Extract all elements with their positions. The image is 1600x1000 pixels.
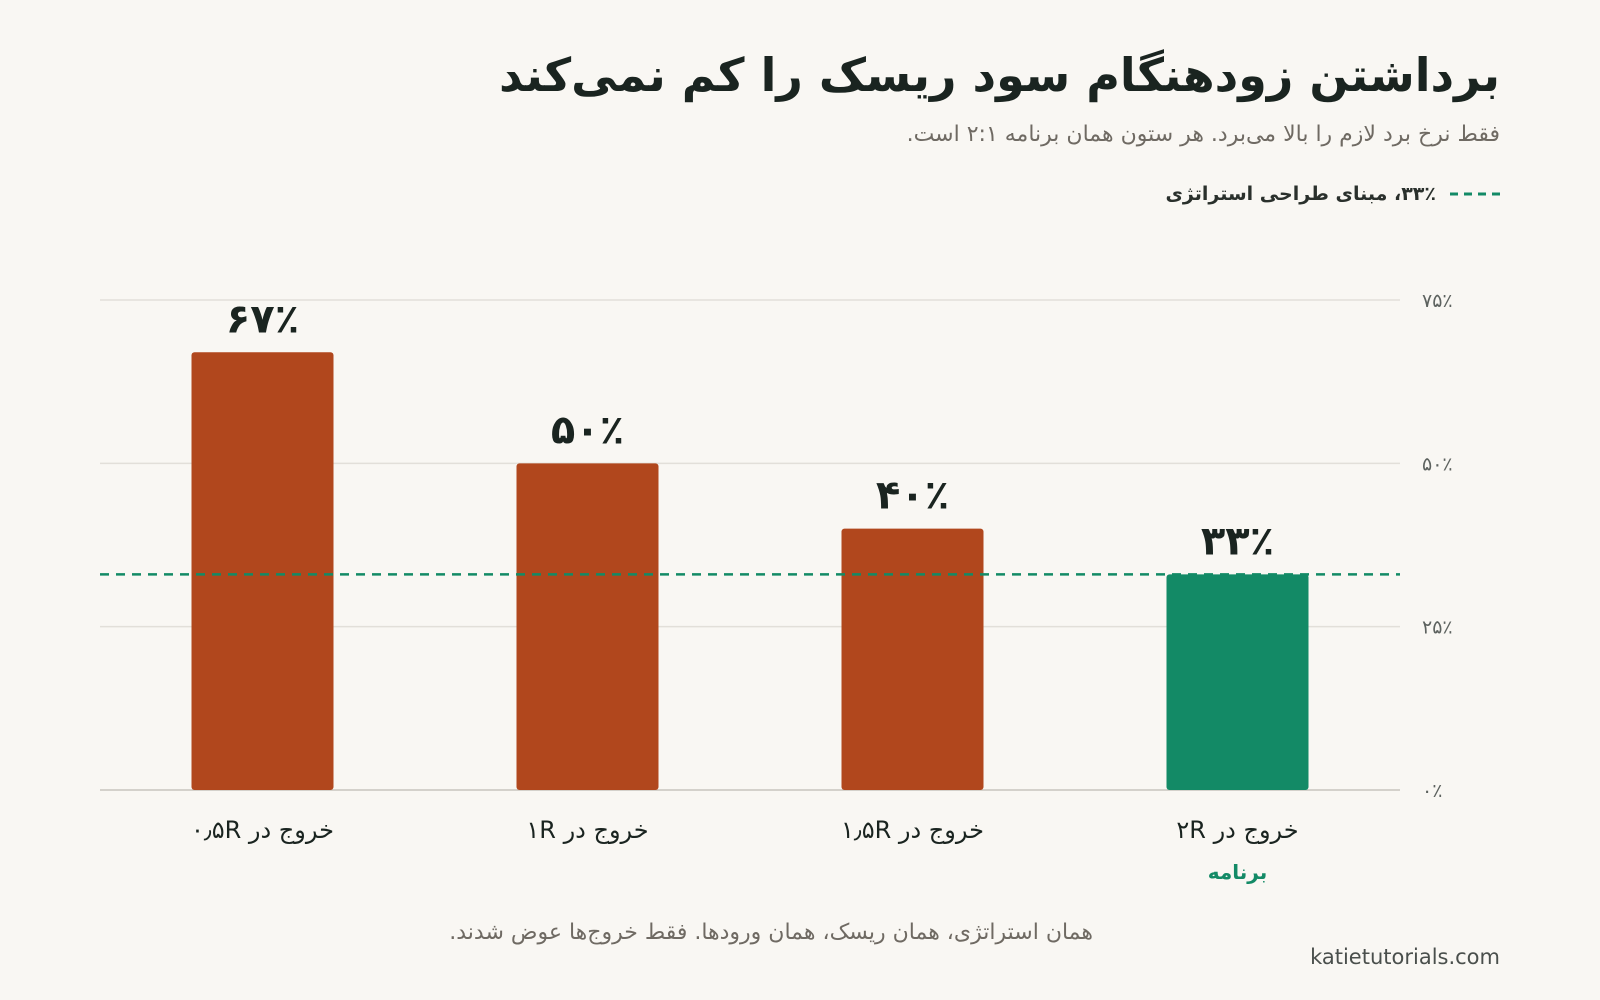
category-label: خروج در ۱R: [526, 816, 648, 844]
y-tick-label: ۰٪: [1422, 780, 1442, 802]
y-tick-label: ۷۵٪: [1422, 290, 1453, 312]
highlight-note: برنامه: [1208, 860, 1267, 884]
legend-label: ۳۳٪، مبنای طراحی استراتژی: [1165, 183, 1436, 205]
legend: ۳۳٪، مبنای طراحی استراتژی: [1166, 183, 1500, 205]
bar-value-label: ۵۰٪: [551, 407, 624, 453]
bar: [516, 463, 659, 790]
bar: [1166, 574, 1309, 790]
chart-subtitle: فقط نرخ برد لازم را بالا می‌برد. هر ستون…: [906, 122, 1500, 147]
footer-note: همان استراتژی، همان ریسک، همان ورودها. ف…: [449, 920, 1093, 945]
bar: [191, 352, 334, 790]
bar-value-label: ۶۷٪: [226, 296, 299, 342]
y-tick-label: ۲۵٪: [1422, 617, 1453, 639]
category-label: خروج در ۰٫۵R: [191, 816, 334, 844]
category-label: خروج در ۲R: [1176, 816, 1298, 844]
y-tick-label: ۵۰٪: [1422, 453, 1453, 475]
bar-value-label: ۳۳٪: [1201, 518, 1274, 564]
site-credit: katietutorials.com: [1310, 945, 1500, 969]
chart-title: برداشتن زودهنگام سود ریسک را کم نمی‌کند: [498, 48, 1501, 102]
category-label: خروج در ۱٫۵R: [841, 816, 984, 844]
bar-value-label: ۴۰٪: [876, 473, 949, 519]
bar: [841, 528, 984, 790]
